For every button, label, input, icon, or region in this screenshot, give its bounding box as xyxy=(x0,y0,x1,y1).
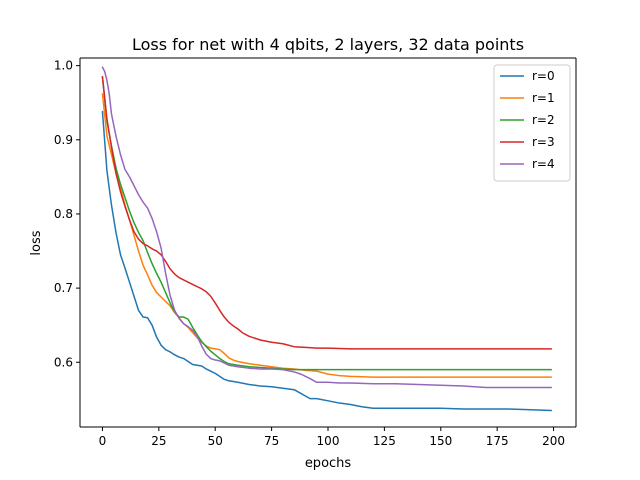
y-tick-label: 0.8 xyxy=(54,207,73,221)
x-tick-label: 25 xyxy=(151,434,166,448)
y-tick-label: 0.9 xyxy=(54,133,73,147)
legend-label: r=0 xyxy=(532,69,555,83)
legend-label: r=2 xyxy=(532,113,555,127)
legend-label: r=1 xyxy=(532,91,555,105)
series-line-r=2 xyxy=(101,76,553,371)
y-tick-label: 0.7 xyxy=(54,281,73,295)
x-tick-label: 200 xyxy=(542,434,565,448)
x-tick-label: 75 xyxy=(264,434,279,448)
legend: r=0 r=1 r=2 r=3 r=4 xyxy=(493,64,571,182)
y-axis-label: loss xyxy=(29,230,44,255)
x-tick-label: 125 xyxy=(373,434,396,448)
y-tick-label: 1.0 xyxy=(54,59,73,73)
legend-label: r=4 xyxy=(532,157,555,171)
series-line-r=4 xyxy=(101,66,553,389)
x-tick-label: 100 xyxy=(317,434,340,448)
legend-label: r=3 xyxy=(532,135,555,149)
series-line-r=3 xyxy=(101,76,553,350)
x-tick-label: 150 xyxy=(429,434,452,448)
y-axis-ticks: 0.6 0.7 0.8 0.9 1.0 xyxy=(54,59,80,369)
series-line-r=0 xyxy=(101,110,553,412)
y-tick-label: 0.6 xyxy=(54,355,73,369)
x-tick-label: 175 xyxy=(486,434,509,448)
legend-box xyxy=(493,64,571,182)
plot-area xyxy=(80,58,576,427)
series-layer xyxy=(101,66,553,412)
x-tick-label: 50 xyxy=(208,434,223,448)
x-axis-label: epochs xyxy=(305,456,352,471)
x-axis-ticks: 0 25 50 75 100 125 150 175 200 xyxy=(99,427,565,448)
series-line-r=1 xyxy=(101,93,553,378)
chart-title: Loss for net with 4 qbits, 2 layers, 32 … xyxy=(132,35,524,54)
x-tick-label: 0 xyxy=(99,434,107,448)
